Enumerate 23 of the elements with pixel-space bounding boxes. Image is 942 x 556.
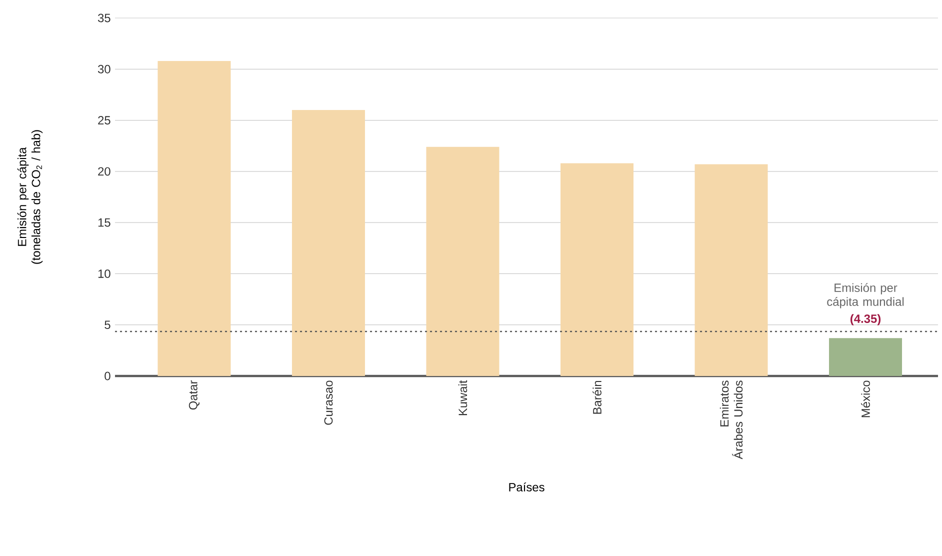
x-tick-label: Kuwait bbox=[458, 380, 468, 416]
y-tick-label: 10 bbox=[98, 269, 110, 278]
x-tick-label: Curasao bbox=[324, 380, 333, 425]
bar bbox=[426, 146, 500, 376]
x-tick-label: Qatar bbox=[188, 380, 200, 410]
y-tick-label: 15 bbox=[98, 218, 110, 227]
y-tick-label: 0 bbox=[104, 372, 110, 380]
x-tick-label: Emiratos Árabes Unidos bbox=[720, 380, 743, 460]
y-tick-label: 25 bbox=[98, 116, 110, 125]
x-tick-label: México bbox=[861, 380, 870, 418]
y-tick-label: 5 bbox=[104, 320, 110, 330]
bar bbox=[694, 164, 768, 376]
annotation: (4.35) bbox=[850, 314, 881, 326]
bar bbox=[560, 163, 634, 376]
bar bbox=[829, 338, 902, 376]
ref-line-label: Emisión per cápita mundial bbox=[827, 283, 904, 308]
x-axis-title: Países bbox=[509, 482, 544, 492]
bar bbox=[292, 110, 365, 376]
bar bbox=[158, 60, 231, 376]
x-tick-label: Baréin bbox=[592, 380, 602, 414]
y-tick-label: 20 bbox=[98, 167, 110, 176]
y-tick-label: 30 bbox=[98, 64, 110, 74]
y-tick-label: 35 bbox=[98, 14, 110, 22]
